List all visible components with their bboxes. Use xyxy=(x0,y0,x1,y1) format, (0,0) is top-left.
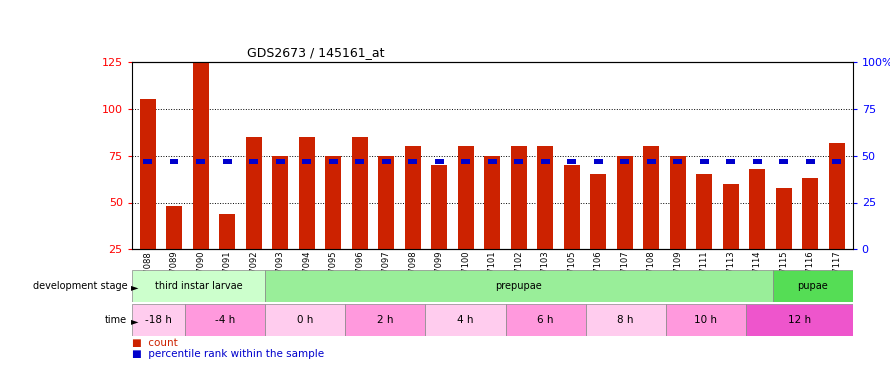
Text: time: time xyxy=(105,315,127,325)
Bar xyxy=(674,159,682,164)
Text: ■  count: ■ count xyxy=(132,338,177,348)
Bar xyxy=(461,159,470,164)
Text: 6 h: 6 h xyxy=(538,315,554,325)
Bar xyxy=(666,304,746,336)
Bar xyxy=(352,137,368,249)
Bar xyxy=(753,159,762,164)
Text: ■  percentile rank within the sample: ■ percentile rank within the sample xyxy=(132,350,324,359)
Bar xyxy=(696,174,712,249)
Bar xyxy=(617,156,633,249)
Bar xyxy=(378,156,394,249)
Bar xyxy=(620,159,629,164)
Bar xyxy=(143,159,152,164)
Bar xyxy=(409,159,417,164)
Bar xyxy=(643,146,659,249)
Bar xyxy=(829,142,845,249)
Bar xyxy=(185,304,265,336)
Bar xyxy=(514,159,523,164)
Bar xyxy=(405,146,421,249)
Text: third instar larvae: third instar larvae xyxy=(155,281,242,291)
Bar xyxy=(192,62,208,249)
Bar xyxy=(726,159,735,164)
Bar xyxy=(265,270,773,302)
Bar xyxy=(328,159,337,164)
Bar xyxy=(432,165,447,249)
Text: pupae: pupae xyxy=(797,281,828,291)
Bar xyxy=(272,156,288,249)
Text: 0 h: 0 h xyxy=(297,315,313,325)
Bar xyxy=(222,159,231,164)
Text: 12 h: 12 h xyxy=(788,315,811,325)
Bar xyxy=(132,270,265,302)
Text: ►: ► xyxy=(131,282,138,292)
Bar xyxy=(590,174,606,249)
Text: 8 h: 8 h xyxy=(618,315,634,325)
Text: 2 h: 2 h xyxy=(377,315,393,325)
Bar xyxy=(246,137,262,249)
Text: prepupae: prepupae xyxy=(496,281,542,291)
Text: ►: ► xyxy=(131,316,138,326)
Bar xyxy=(325,156,341,249)
Bar xyxy=(723,184,739,249)
Text: 10 h: 10 h xyxy=(694,315,717,325)
Bar xyxy=(249,159,258,164)
Bar xyxy=(773,270,853,302)
Bar xyxy=(355,159,364,164)
Bar xyxy=(749,169,765,249)
Bar xyxy=(594,159,603,164)
Bar xyxy=(435,159,443,164)
Bar xyxy=(276,159,285,164)
Bar xyxy=(538,146,553,249)
Bar xyxy=(805,159,814,164)
Text: development stage: development stage xyxy=(33,281,127,291)
Bar xyxy=(567,159,576,164)
Text: 4 h: 4 h xyxy=(457,315,473,325)
Bar xyxy=(780,159,788,164)
Bar xyxy=(563,165,579,249)
Bar xyxy=(511,146,527,249)
Bar xyxy=(457,146,473,249)
Bar xyxy=(488,159,497,164)
Text: -18 h: -18 h xyxy=(145,315,172,325)
Bar xyxy=(776,188,792,249)
Bar xyxy=(303,159,311,164)
Bar xyxy=(647,159,656,164)
Text: -4 h: -4 h xyxy=(215,315,235,325)
Bar xyxy=(219,214,235,249)
Bar xyxy=(197,159,205,164)
Bar xyxy=(670,156,685,249)
Bar xyxy=(132,304,185,336)
Bar xyxy=(541,159,549,164)
Bar xyxy=(802,178,818,249)
Bar xyxy=(382,159,391,164)
Bar xyxy=(345,304,425,336)
Bar xyxy=(425,304,506,336)
Bar xyxy=(170,159,179,164)
Bar xyxy=(586,304,666,336)
Bar xyxy=(299,137,314,249)
Bar xyxy=(506,304,586,336)
Text: GDS2673 / 145161_at: GDS2673 / 145161_at xyxy=(247,46,384,59)
Bar xyxy=(484,156,500,249)
Bar xyxy=(700,159,708,164)
Bar xyxy=(140,99,156,249)
Bar xyxy=(265,304,345,336)
Bar xyxy=(166,206,182,249)
Bar xyxy=(746,304,853,336)
Bar xyxy=(832,159,841,164)
